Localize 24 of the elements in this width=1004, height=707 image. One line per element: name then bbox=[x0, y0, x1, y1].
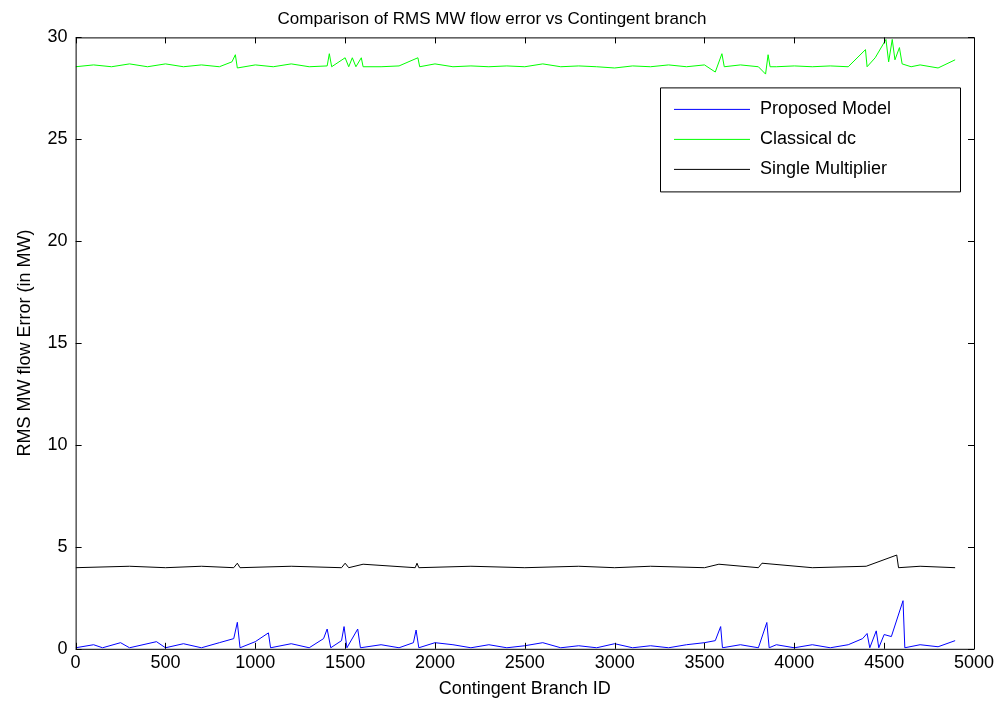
y-axis-title: RMS MW flow Error (in MW) bbox=[13, 229, 34, 457]
chart-title: Comparison of RMS MW flow error vs Contingent branch bbox=[277, 8, 707, 28]
y-tick-label: 5 bbox=[57, 535, 68, 556]
legend-label: Classical dc bbox=[760, 128, 857, 149]
x-tick-label: 500 bbox=[150, 651, 181, 672]
x-tick-label: 1500 bbox=[325, 651, 366, 672]
x-tick-label: 3000 bbox=[594, 651, 635, 672]
x-tick-label: 2000 bbox=[414, 651, 455, 672]
x-tick-label: 2500 bbox=[504, 651, 545, 672]
x-tick-label: 4500 bbox=[864, 651, 905, 672]
x-axis-title: Contingent Branch ID bbox=[438, 678, 611, 699]
y-tick-label: 30 bbox=[47, 26, 68, 47]
x-tick-label: 3500 bbox=[684, 651, 725, 672]
legend-label: Single Multiplier bbox=[760, 158, 888, 179]
y-tick-label: 20 bbox=[47, 230, 68, 251]
legend-label: Proposed Model bbox=[760, 98, 892, 119]
y-tick-label: 0 bbox=[57, 637, 68, 658]
x-tick-label: 1000 bbox=[235, 651, 276, 672]
x-tick-label: 4000 bbox=[774, 651, 815, 672]
x-tick-label: 0 bbox=[70, 651, 81, 672]
x-tick-label: 5000 bbox=[953, 651, 995, 672]
y-tick-label: 10 bbox=[47, 433, 68, 454]
y-tick-label: 25 bbox=[47, 128, 68, 149]
y-tick-label: 15 bbox=[47, 332, 68, 353]
